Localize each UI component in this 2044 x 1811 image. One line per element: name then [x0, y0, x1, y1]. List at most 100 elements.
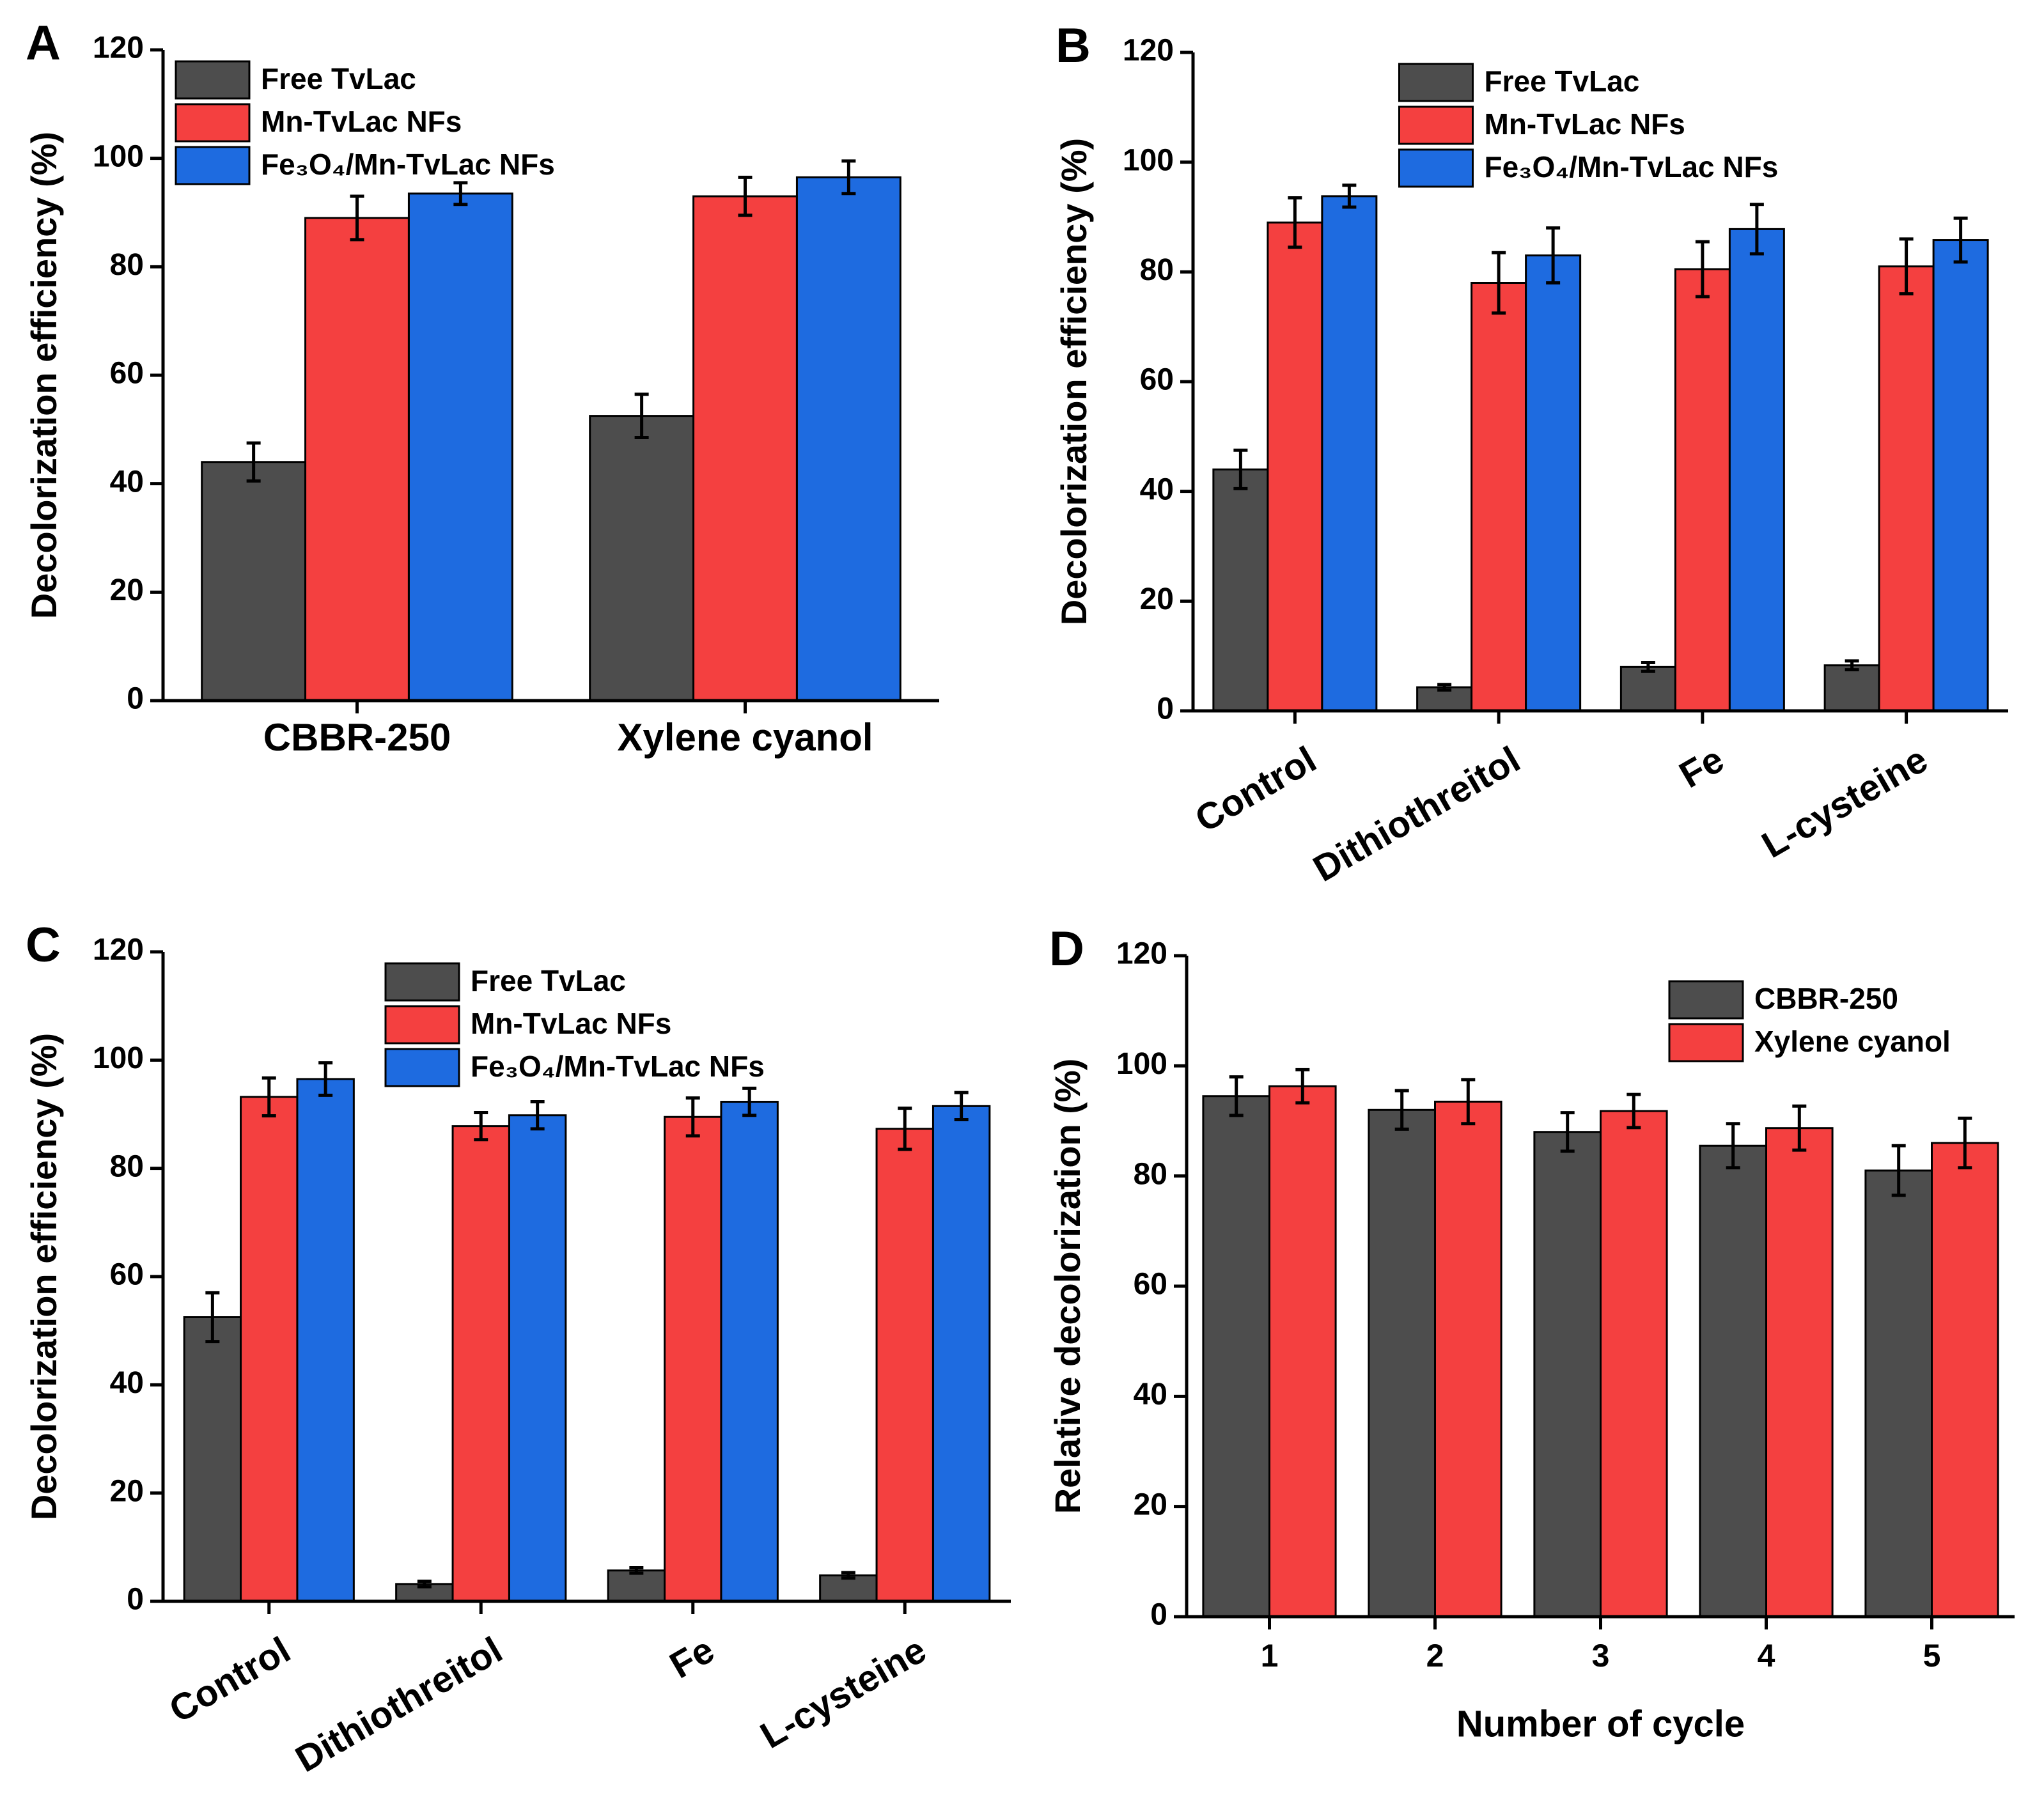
bar	[589, 415, 695, 702]
x-tick-label: Fe	[1673, 738, 1731, 796]
y-axis-title: Decolorization efficiency (%)	[24, 132, 64, 619]
error-bar	[1695, 240, 1710, 299]
panel: A 0 20 40 60 80 100 120 Decolorization efficienc…	[24, 16, 939, 759]
error-bar	[1792, 1104, 1807, 1152]
legend-swatch	[1398, 63, 1474, 102]
legend-swatch	[175, 60, 251, 100]
bar	[1525, 254, 1582, 712]
panel: C 0 20 40 60 80 100 120 Decolorization efficienc…	[24, 918, 1011, 1780]
bar	[1864, 1169, 1933, 1618]
y-tick-label: 100	[1123, 143, 1174, 177]
x-tick-label: 2	[1426, 1638, 1444, 1674]
y-tick-label: 20	[1134, 1488, 1167, 1521]
x-tick-label: Dithiothreitol	[1306, 738, 1527, 890]
bar	[1368, 1108, 1436, 1618]
error-bar	[1288, 196, 1302, 249]
legend-swatch	[1668, 1023, 1744, 1062]
error-bar	[1953, 216, 1968, 264]
error-bar	[1560, 1111, 1575, 1153]
error-bar	[738, 175, 753, 217]
x-tick-label: Control	[1188, 738, 1323, 840]
y-tick-label: 100	[1116, 1047, 1167, 1081]
y-tick-label: 100	[93, 1041, 144, 1075]
error-bar	[1891, 1144, 1906, 1197]
y-tick-label: 20	[1140, 582, 1174, 616]
error-bar	[474, 1110, 488, 1142]
y-tick-label: 60	[1140, 363, 1174, 397]
bar	[607, 1569, 666, 1603]
error-bar	[954, 1091, 969, 1121]
legend-label: Mn-TvLac NFs	[471, 1007, 671, 1040]
bar	[508, 1114, 567, 1603]
error-bar	[1726, 1122, 1740, 1170]
error-bar	[1295, 1068, 1310, 1105]
y-tick-label: 120	[93, 933, 144, 967]
error-bar	[1233, 448, 1248, 490]
error-bar	[1342, 183, 1357, 209]
y-tick-label: 40	[1134, 1378, 1167, 1411]
y-tick-label: 100	[93, 139, 144, 173]
y-tick-label: 0	[1150, 1598, 1167, 1632]
x-tick-label: CBBR-250	[263, 716, 451, 759]
bar	[664, 1115, 722, 1603]
error-bar	[350, 194, 364, 242]
legend-swatch	[1668, 980, 1744, 1020]
panel-label: A	[26, 16, 61, 70]
bar	[795, 176, 901, 702]
error-bar	[685, 1096, 700, 1138]
error-bar	[1394, 1089, 1409, 1131]
bar	[296, 1078, 355, 1603]
y-axis-title: Decolorization efficiency (%)	[24, 1033, 64, 1520]
y-tick-label: 40	[110, 465, 144, 499]
bar	[1600, 1110, 1668, 1618]
legend-swatch	[1398, 105, 1474, 145]
y-tick-label: 0	[127, 1583, 144, 1617]
x-tick-label: 5	[1923, 1638, 1941, 1674]
error-bar	[1437, 683, 1452, 692]
y-tick-label: 40	[110, 1366, 144, 1400]
legend-swatch	[175, 146, 251, 185]
error-bar	[205, 1291, 220, 1344]
bar	[932, 1105, 991, 1603]
error-bar	[246, 441, 261, 483]
bar	[1434, 1100, 1502, 1618]
legend-label: Mn-TvLac NFs	[261, 105, 462, 138]
y-tick-label: 120	[1116, 937, 1167, 971]
legend-swatch	[175, 103, 251, 143]
y-tick-label: 20	[110, 1474, 144, 1508]
legend-label: CBBR-250	[1754, 982, 1898, 1015]
bar	[407, 192, 513, 702]
y-tick-label: 80	[110, 248, 144, 282]
legend-label: Fe₃O₄/Mn-TvLac NFs	[471, 1050, 765, 1083]
panel: B 0 20 40 60 80 100 120 Decolorization efficienc…	[1054, 19, 2008, 890]
error-bar	[1749, 203, 1764, 256]
x-axis-title: Number of cycle	[1456, 1703, 1745, 1745]
y-axis-title: Decolorization efficiency (%)	[1054, 138, 1094, 625]
bar	[1699, 1144, 1767, 1618]
legend-swatch	[384, 1005, 460, 1045]
y-tick-label: 120	[93, 31, 144, 65]
legend-label: Free TvLac	[471, 964, 626, 997]
y-tick-label: 40	[1140, 472, 1174, 506]
bar	[1674, 268, 1731, 712]
bar	[1619, 665, 1676, 712]
y-tick-label: 60	[1134, 1268, 1167, 1302]
bar	[1321, 195, 1378, 712]
bar	[692, 195, 798, 702]
bar	[1268, 1085, 1337, 1618]
bar	[304, 217, 410, 702]
x-tick-label: L-cysteine	[753, 1629, 933, 1757]
bar	[1212, 468, 1269, 712]
error-bar	[742, 1086, 757, 1117]
bar	[1267, 221, 1323, 712]
legend-label: Free TvLac	[261, 62, 416, 95]
error-bar	[1627, 1092, 1641, 1130]
legend-label: Xylene cyanol	[1754, 1025, 1951, 1058]
panel-label: C	[26, 918, 61, 972]
y-tick-label: 0	[127, 682, 144, 716]
error-bar	[1641, 660, 1655, 673]
bar	[1728, 228, 1785, 712]
x-tick-label: Xylene cyanol	[617, 716, 873, 759]
x-tick-label: 4	[1758, 1638, 1775, 1674]
bar	[1931, 1142, 1999, 1618]
